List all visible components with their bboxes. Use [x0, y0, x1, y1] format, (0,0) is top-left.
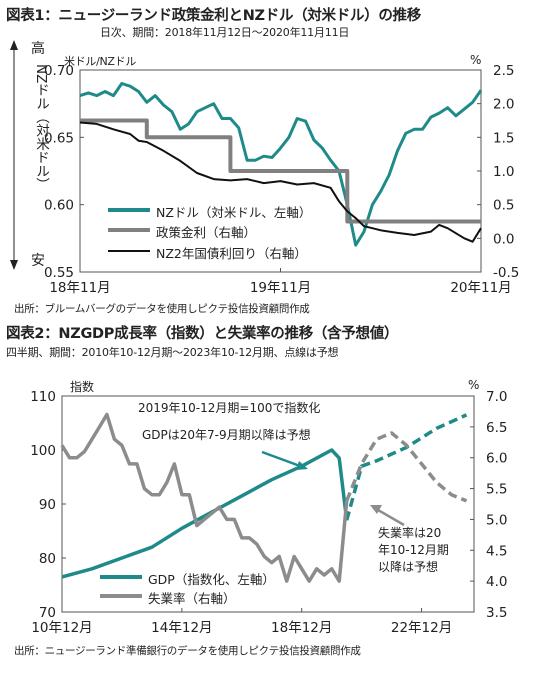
- left-tick-label: 100: [30, 443, 56, 459]
- note-unemp-line-3: 以降は予想: [378, 560, 439, 574]
- side-label-high: 高: [31, 41, 45, 57]
- left-tick-label: 70: [39, 605, 56, 621]
- chart1-title: 図表1：ニュージーランド政策金利とNZドル（対米ドル）の推移: [6, 8, 421, 24]
- right-tick-label: 0.5: [493, 198, 514, 214]
- chart1-left-axis-title: 米ドル/NZドル: [64, 55, 137, 68]
- gdp-forecast-line: [345, 413, 468, 521]
- right-tick-label: 2.0: [493, 97, 514, 113]
- chart1-arrow-down: [10, 260, 18, 270]
- right-tick-label: -0.5: [493, 265, 519, 281]
- unemp-note-arrowhead: [370, 505, 382, 514]
- chart2-plot: 110 100 90 80 70 7.0 6.5 6.0 5.5 5.0 4.5 4.0 3.5 10年1…: [30, 389, 507, 636]
- chart2-lines: [60, 412, 468, 583]
- right-tick-label: 5.0: [486, 512, 507, 528]
- right-tick-label: 4.0: [486, 574, 507, 590]
- chart1-lines: [79, 82, 483, 247]
- note-unemp-line-1: 失業率は20: [378, 526, 442, 540]
- legend-policy-label: 政策金利（右軸）: [156, 225, 257, 240]
- right-tick-label: 5.5: [486, 482, 507, 498]
- chart2-source: 出所：ニュージーランド準備銀行のデータを使用しピクテ投信投資顧問作成: [14, 645, 361, 657]
- policy-rate-line: [80, 118, 481, 224]
- note-index: 2019年10-12月期=100で指数化: [138, 401, 321, 415]
- legend-gdp-label: GDP（指数化、左軸）: [148, 572, 275, 587]
- x-tick-label: 14年12月: [151, 620, 212, 636]
- left-tick-label: 0.60: [44, 198, 74, 214]
- legend-nzd-label: NZドル（対米ドル、左軸）: [156, 205, 312, 220]
- right-tick-label: 6.5: [486, 420, 507, 436]
- side-label-low: 安: [31, 253, 45, 269]
- x-tick-label: 18年12月: [271, 620, 332, 636]
- chart1-subtitle: 日次、期間：2018年11月12日～2020年11月11日: [100, 26, 350, 39]
- bond-yield-line: [79, 121, 482, 243]
- right-tick-label: 3.5: [486, 605, 507, 621]
- chart2-ticks: 110 100 90 80 70 7.0 6.5 6.0 5.5 5.0 4.5 4.0 3.5 10年1…: [30, 389, 507, 636]
- chart1-source: 出所：ブルームバーグのデータを使用しピクテ投信投資顧問作成: [14, 303, 310, 315]
- right-tick-label: 0.0: [493, 231, 514, 247]
- right-tick-label: 1.5: [493, 130, 514, 146]
- note-unemp-forecast: 失業率は20 年10-12月期 以降は予想: [378, 525, 449, 576]
- legend-unemp-label: 失業率（右軸）: [148, 591, 236, 606]
- x-tick-label: 22年12月: [391, 620, 452, 636]
- right-tick-label: 7.0: [486, 389, 507, 405]
- left-tick-label: 0.55: [44, 265, 74, 281]
- gdp-note-arrow: [261, 450, 301, 468]
- chart1-right-axis-title: %: [470, 53, 482, 67]
- nzd-line: [79, 82, 483, 247]
- side-label-vertical: NZドル（対米ドル）: [33, 64, 49, 192]
- left-tick-label: 0.70: [44, 63, 74, 79]
- chart2-subtitle: 四半期、期間：2010年10-12月期～2023年10-12月期、点線は予想: [6, 346, 339, 359]
- right-tick-label: 6.0: [486, 451, 507, 467]
- chart1-arrow-up: [10, 40, 18, 50]
- x-tick-label: 18年11月: [49, 280, 110, 296]
- left-tick-label: 90: [39, 497, 56, 513]
- legend-bond-label: NZ2年国債利回り（右軸）: [156, 246, 307, 261]
- chart1-plot: 0.70 0.65 0.60 0.55 2.5 2.0 1.5 1.0 0.5 0.0 -0.5 18…: [10, 40, 519, 296]
- right-tick-label: 1.0: [493, 164, 514, 180]
- unemployment-line: [60, 412, 349, 583]
- note-gdp-forecast: GDPは20年7-9月期以降は予想: [142, 428, 311, 442]
- unemp-note-arrow: [377, 508, 405, 527]
- chart1-ticks: 0.70 0.65 0.60 0.55 2.5 2.0 1.5 1.0 0.5 0.0 -0.5 18…: [44, 63, 519, 296]
- chart2-title: 図表2：NZGDP成長率（指数）と失業率の推移（含予想値）: [6, 326, 399, 342]
- left-tick-label: 80: [39, 551, 56, 567]
- unemployment-forecast-line: [345, 431, 468, 503]
- gdp-note-arrowhead: [296, 461, 308, 470]
- right-tick-label: 2.5: [493, 63, 514, 79]
- left-tick-label: 110: [30, 389, 56, 405]
- note-unemp-line-2: 年10-12月期: [378, 543, 449, 557]
- left-tick-label: 0.65: [44, 130, 74, 146]
- chart2-right-axis-title: %: [468, 378, 480, 392]
- x-tick-label: 20年11月: [450, 280, 511, 296]
- gdp-line: [61, 448, 349, 579]
- right-tick-label: 4.5: [486, 543, 507, 559]
- x-tick-label: 19年11月: [250, 280, 311, 296]
- x-tick-label: 10年12月: [31, 620, 92, 636]
- chart2-left-axis-title: 指数: [70, 380, 95, 394]
